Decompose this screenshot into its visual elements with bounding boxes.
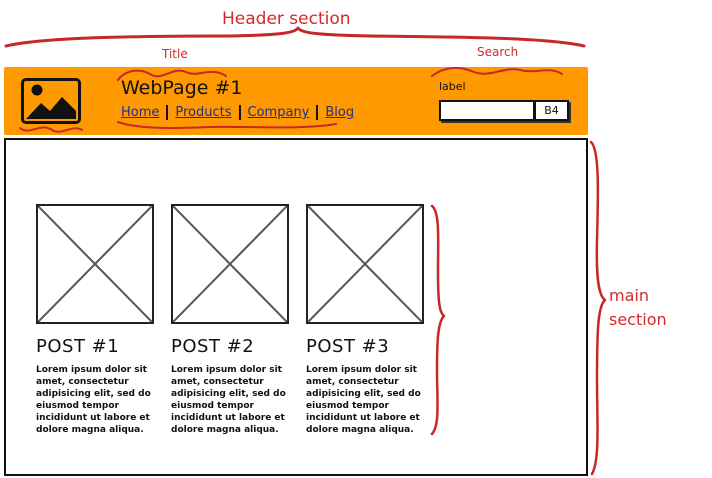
search-label: label <box>439 80 466 93</box>
logo[interactable] <box>21 78 81 124</box>
image-placeholder-icon <box>307 205 423 323</box>
menu-separator <box>166 105 169 120</box>
annotation-header-section: Header section <box>222 9 351 29</box>
header-section-brace <box>4 26 586 48</box>
post-title: POST #3 <box>306 336 390 357</box>
annotation-main-section-line2: section <box>609 310 667 329</box>
header-bar: WebPage #1 Home Products Company Blog la… <box>4 67 588 135</box>
annotation-title: Title <box>162 47 188 61</box>
image-icon <box>26 84 76 119</box>
annotation-main-section: main section <box>609 284 667 332</box>
post-image-placeholder <box>171 204 289 324</box>
main-section-brace <box>589 140 607 476</box>
menu-separator <box>238 105 241 120</box>
post-body: Lorem ipsum dolor sit amet, consectetur … <box>36 365 151 435</box>
post-title: POST #1 <box>36 336 120 357</box>
post-image-placeholder <box>36 204 154 324</box>
page-title: WebPage #1 <box>121 77 243 99</box>
image-placeholder-icon <box>37 205 153 323</box>
search-button[interactable]: B4 <box>534 100 569 121</box>
annotation-search: Search <box>477 45 519 59</box>
menu-item-company[interactable]: Company <box>247 105 310 120</box>
main-menu: Home Products Company Blog <box>121 105 354 120</box>
post-title: POST #2 <box>171 336 255 357</box>
menu-item-products[interactable]: Products <box>175 105 232 120</box>
annotation-main-section-line1: main <box>609 286 649 305</box>
menu-item-home[interactable]: Home <box>121 105 160 120</box>
post-image-placeholder <box>306 204 424 324</box>
main-section: POST #1 Lorem ipsum dolor sit amet, cons… <box>4 138 588 476</box>
menu-separator <box>316 105 319 120</box>
post-body: Lorem ipsum dolor sit amet, consectetur … <box>171 365 286 435</box>
search-input[interactable] <box>439 100 535 121</box>
image-placeholder-icon <box>172 205 288 323</box>
post-body: Lorem ipsum dolor sit amet, consectetur … <box>306 365 421 435</box>
menu-item-blog[interactable]: Blog <box>325 105 355 120</box>
